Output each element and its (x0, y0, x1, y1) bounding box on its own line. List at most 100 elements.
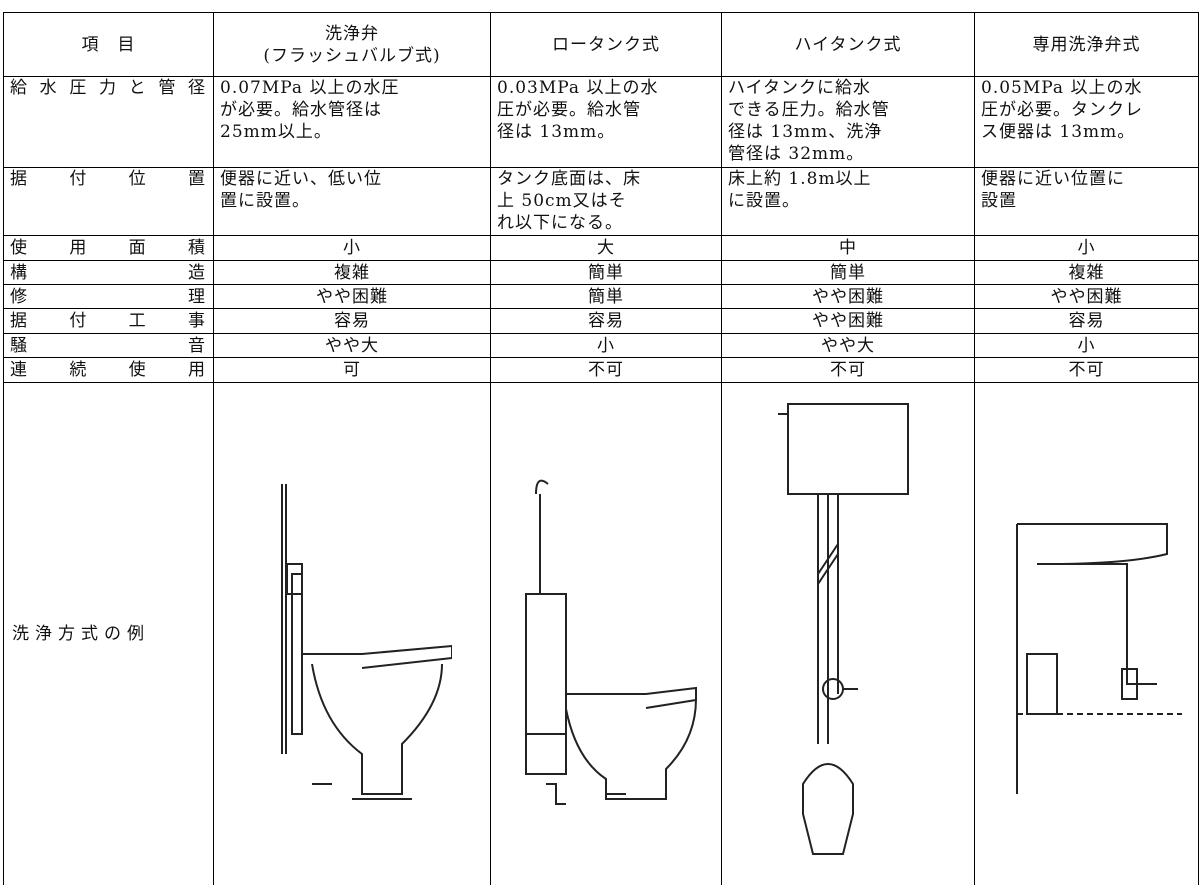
cell-line: 可 (343, 360, 361, 380)
example-image-cell (490, 382, 722, 885)
body-cell: 容易 (213, 308, 491, 334)
cell-line: 便器に近い、低い位 (220, 169, 382, 189)
body-cell: 複雑 (213, 260, 491, 285)
header-cell: 洗浄弁 (フラッシュバルブ式) (213, 12, 491, 77)
body-cell: 複雑 (974, 260, 1199, 285)
row-label: 構造 (3, 260, 214, 285)
body-row: 据付工事 容易 容易 やや困難 容易 (3, 308, 1199, 334)
cell-line: 中 (839, 238, 857, 258)
body-cell: やや困難 (721, 308, 975, 334)
cell-line: 25mm以上。 (220, 122, 332, 142)
body-cell: 大 (490, 235, 722, 261)
row-label: 騒音 (3, 333, 214, 358)
cell-line: 不可 (1068, 360, 1105, 380)
body-row: 構造 複雑 簡単 簡単 複雑 (3, 260, 1199, 285)
body-cell: 0.07MPa 以上の水圧 が必要。給水管径は 25mm以上。 (213, 76, 491, 168)
row-label: 洗浄方式の例 (3, 382, 214, 885)
image-row: 洗浄方式の例 (3, 382, 1199, 885)
body-cell: やや大 (213, 333, 491, 358)
cell-line: (フラッシュバルブ式) (263, 45, 441, 66)
cell-line: 容易 (588, 311, 624, 331)
body-cell: 床上約 1.8m以上 に設置。 (721, 167, 975, 236)
cell-line: 設置 (981, 191, 1017, 211)
row-label: 連続使用 (3, 357, 214, 383)
cell-line: 径は 13mm。 (497, 122, 616, 142)
body-cell: 不可 (490, 357, 722, 383)
cell-line: 小 (343, 238, 361, 258)
body-row: 据付位置 便器に近い、低い位 置に設置。 タンク底面は、床上 50cm又はそ れ以下にな… (3, 167, 1199, 236)
header-row: 項 目 洗浄弁 (フラッシュバルブ式) ロータンク式 ハイタンク式 専用洗浄弁式 (3, 12, 1199, 77)
header-cell: ハイタンク式 (721, 12, 975, 77)
body-row: 修理 やや困難 簡単 やや困難 やや困難 (3, 284, 1199, 309)
body-cell: 容易 (974, 308, 1199, 334)
cell-line: 0.05MPa 以上の水 (981, 78, 1143, 98)
cell-line: 複雑 (334, 262, 370, 283)
cell-line: 0.03MPa 以上の水 (497, 78, 659, 98)
body-cell: 0.05MPa 以上の水 圧が必要。タンクレ ス便器は 13mm。 (974, 76, 1199, 168)
body-cell: 小 (213, 235, 491, 261)
cell-line: やや困難 (316, 286, 388, 307)
cell-line: やや大 (325, 335, 379, 356)
body-cell: 小 (490, 333, 722, 358)
body-cell: 不可 (721, 357, 975, 383)
body-cell: 小 (974, 333, 1199, 358)
cell-line: 項 目 (81, 34, 136, 55)
cell-line: 簡単 (830, 262, 866, 283)
cell-line: やや困難 (812, 286, 884, 307)
example-image-cell (213, 382, 491, 885)
cell-line: 小 (1077, 335, 1096, 356)
cell-line: 不可 (588, 360, 624, 380)
body-cell: やや困難 (974, 284, 1199, 309)
header-cell: 項 目 (3, 12, 214, 77)
body-cell: 0.03MPa 以上の水 圧が必要。給水管 径は 13mm。 (490, 76, 722, 168)
cell-line: 床上約 1.8m以上 (728, 169, 872, 189)
body-cell: やや大 (721, 333, 975, 358)
body-row: 騒音 やや大 小 やや大 小 (3, 333, 1199, 358)
row-label: 据付位置 (3, 167, 214, 236)
cell-line: 管径は 32mm。 (728, 144, 865, 164)
toilet-illustration (778, 402, 909, 855)
row-label: 据付工事 (3, 308, 214, 334)
example-image-cell (721, 382, 975, 885)
cell-line: れ以下になる。 (497, 213, 623, 233)
body-cell: 中 (721, 235, 975, 261)
cell-line: 径は 13mm、洗浄 (728, 122, 883, 142)
row-label: 使用面積 (3, 235, 214, 261)
body-cell: 小 (974, 235, 1199, 261)
cell-line: に設置。 (728, 191, 800, 211)
cell-line: 圧が必要。給水管 (497, 100, 641, 120)
body-cell: やや困難 (721, 284, 975, 309)
body-cell: ハイタンクに給水 できる圧力。給水管 径は 13mm、洗浄 管径は 32mm。 (721, 76, 975, 168)
cell-line: 簡単 (588, 262, 624, 283)
comparison-table: 項 目 洗浄弁 (フラッシュバルブ式) ロータンク式 ハイタンク式 専用洗浄弁式 給水圧力と… (3, 12, 1199, 885)
cell-line: やや困難 (812, 311, 884, 331)
cell-line: 上 50cm又はそ (497, 191, 627, 211)
body-cell: 簡単 (490, 260, 722, 285)
cell-line: タンク底面は、床 (497, 169, 641, 189)
cell-line: 不可 (830, 360, 866, 380)
cell-line: ハイタンクに給水 (728, 78, 871, 98)
cell-line: 置に設置。 (220, 191, 310, 211)
example-image-cell (974, 382, 1199, 885)
body-cell: 容易 (490, 308, 722, 334)
body-cell: タンク底面は、床上 50cm又はそ れ以下になる。 (490, 167, 722, 236)
cell-line: 0.07MPa 以上の水圧 (220, 78, 400, 98)
body-cell: やや困難 (213, 284, 491, 309)
body-cell: 簡単 (490, 284, 722, 309)
body-cell: 不可 (974, 357, 1199, 383)
cell-line: 圧が必要。タンクレ (981, 100, 1143, 120)
cell-line: ス便器は 13mm。 (981, 122, 1136, 142)
cell-line: 大 (597, 238, 615, 258)
cell-line: ハイタンク式 (794, 34, 902, 55)
cell-line: 小 (597, 335, 615, 356)
cell-line: が必要。給水管径は (220, 100, 382, 120)
toilet-illustration (281, 483, 452, 800)
cell-line: やや困難 (1050, 286, 1123, 307)
row-label: 修理 (3, 284, 214, 309)
cell-line: 専用洗浄弁式 (1032, 34, 1141, 55)
cell-line: 洗浄弁 (325, 23, 379, 44)
toilet-illustration (525, 479, 697, 805)
row-label: 給水圧力と管径 (3, 76, 214, 168)
